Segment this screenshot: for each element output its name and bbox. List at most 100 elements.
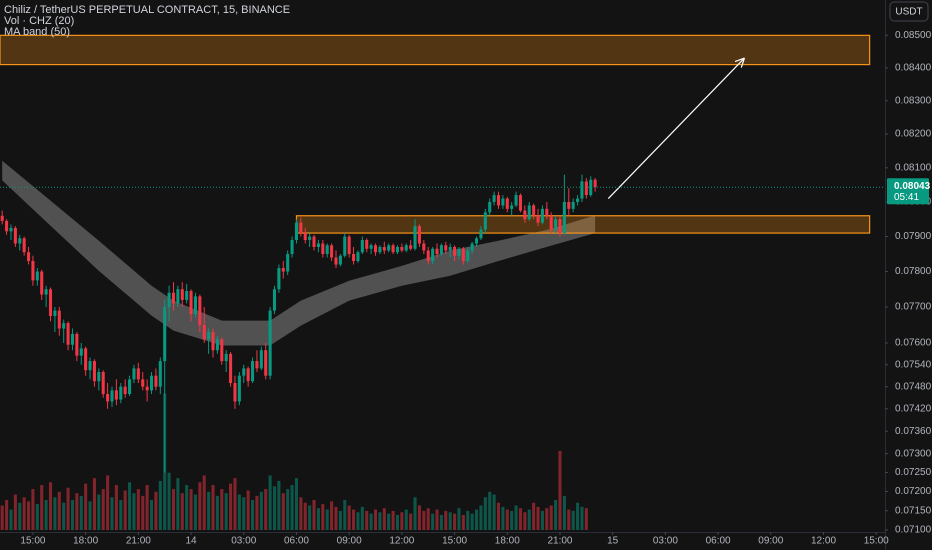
candle-body [101, 372, 105, 395]
volume-bar [48, 482, 53, 530]
candle-body [330, 245, 334, 258]
x-tick-label: 15 [607, 536, 619, 547]
candle-body [584, 181, 588, 196]
y-tick-label: 0.07150 [895, 505, 932, 516]
candle-body [70, 333, 75, 345]
volume-bar [584, 508, 588, 530]
candle-body [246, 368, 250, 382]
volume-bar [251, 500, 255, 530]
candle-body [470, 243, 474, 251]
volume-bar [229, 483, 233, 530]
volume-bar [22, 497, 26, 530]
candle-body [391, 245, 395, 253]
y-tick-label: 0.07420 [895, 403, 932, 414]
volume-bar [62, 502, 66, 530]
candle-body [395, 247, 400, 253]
candle-body [501, 198, 505, 206]
volume-bar [233, 478, 237, 530]
candle-body [97, 372, 101, 382]
volume-bar [444, 510, 448, 530]
candle-body [488, 201, 492, 213]
volume-bar [312, 500, 316, 530]
volume-bar [545, 508, 549, 530]
candle-body [268, 310, 272, 376]
volume-bar [299, 497, 303, 530]
volume-bar [180, 493, 184, 530]
candle-body [387, 245, 391, 251]
volume-bar [154, 491, 158, 530]
candle-body [255, 361, 259, 369]
candle-body [114, 390, 118, 400]
candle-body [453, 247, 457, 256]
volume-bar [395, 515, 400, 530]
y-tick-label: 0.08200 [895, 129, 932, 140]
volume-bar [457, 508, 461, 530]
volume-bar [523, 512, 527, 530]
volume-bar [308, 505, 312, 530]
y-tick-label: 0.07600 [895, 338, 932, 349]
candle-body [554, 219, 558, 230]
candle-body [119, 386, 123, 400]
volume-bar [365, 510, 369, 530]
candle-body [62, 323, 66, 329]
y-tick-label: 0.08400 [895, 63, 932, 74]
y-tick-label: 0.07480 [895, 381, 932, 392]
candle-body [518, 195, 522, 211]
candle-body [242, 368, 246, 376]
candle-body [53, 310, 57, 316]
y-tick-label: 0.07250 [895, 467, 932, 478]
volume-bar [483, 497, 487, 530]
countdown-label: 05:41 [894, 192, 919, 203]
candle-body [562, 201, 566, 234]
candle-body [431, 248, 435, 262]
candle-body [593, 179, 597, 188]
candle-body [290, 240, 294, 254]
volume-bar [224, 493, 228, 530]
volume-bar [422, 510, 426, 530]
volume-bar [290, 485, 294, 530]
volume-bar [540, 510, 544, 530]
volume-bar [0, 505, 4, 530]
volume-bar [97, 494, 101, 530]
y-tick-label: 0.07900 [895, 231, 932, 242]
candle-body [13, 227, 17, 244]
price-zone [0, 34, 871, 66]
candle-body [176, 289, 180, 304]
volume-bar [35, 504, 39, 530]
volume-bar [149, 500, 154, 530]
candle-body [202, 324, 206, 340]
candle-body [422, 243, 426, 251]
candle-body [466, 250, 470, 262]
candle-body [492, 195, 496, 202]
volume-bar [101, 489, 105, 530]
candle-body [589, 179, 593, 196]
volume-bar [9, 509, 13, 530]
candle-body [312, 236, 316, 248]
candle-body [523, 210, 527, 220]
candle-body [35, 271, 39, 281]
x-tick-label: 15:00 [864, 536, 889, 547]
volume-bar [321, 504, 325, 530]
candle-body [277, 268, 281, 290]
candle-body [378, 247, 382, 253]
candle-body [145, 386, 149, 391]
volume-bar [106, 475, 110, 530]
candle-body [382, 247, 386, 251]
volume-bar [527, 509, 531, 530]
volume-bar [88, 501, 92, 530]
candle-body [510, 205, 514, 209]
candle-body [360, 240, 364, 253]
candle-body [233, 383, 237, 402]
candle-body [373, 245, 378, 253]
candle-body [215, 339, 219, 351]
volume-bar [272, 486, 277, 530]
candle-body [207, 332, 211, 340]
volume-bar [277, 480, 281, 530]
volume-bar [44, 500, 48, 530]
candle-body [281, 268, 285, 272]
currency-button[interactable] [889, 1, 929, 22]
volume-bar [334, 506, 338, 530]
y-tick-label: 0.08300 [895, 95, 932, 106]
candle-body [461, 248, 465, 262]
